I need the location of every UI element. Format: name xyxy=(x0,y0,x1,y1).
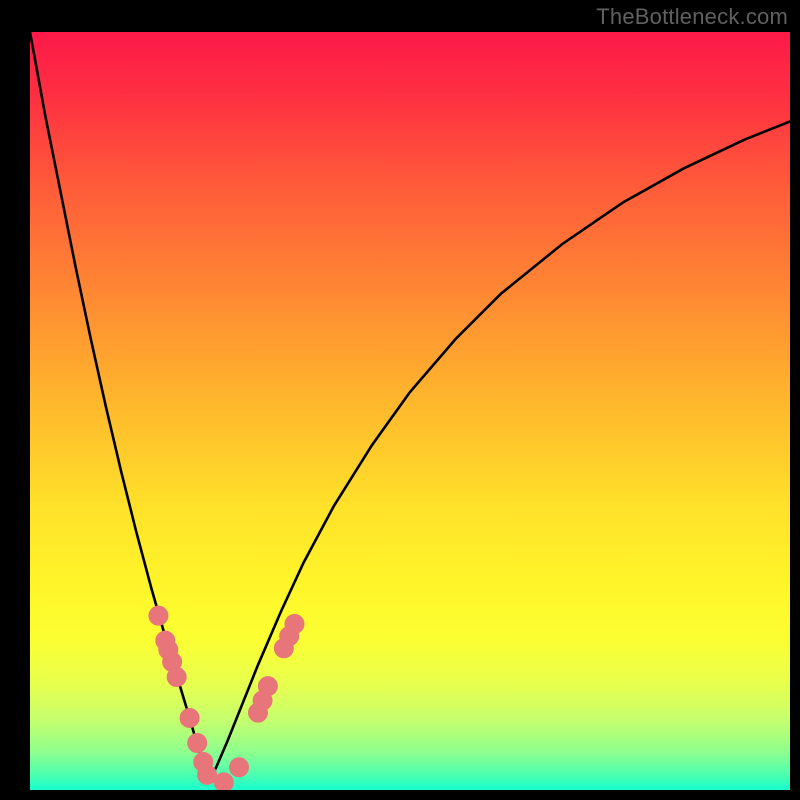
plot-area xyxy=(30,32,790,790)
data-dot xyxy=(274,639,293,658)
bottleneck-chart: TheBottleneck.com xyxy=(0,0,800,800)
data-dot xyxy=(280,627,299,646)
data-dot xyxy=(258,677,277,696)
data-dot xyxy=(180,708,199,727)
data-dot xyxy=(163,652,182,671)
data-dot xyxy=(156,631,175,650)
data-dot xyxy=(230,758,249,777)
data-dot xyxy=(214,773,233,790)
data-dot xyxy=(167,668,186,687)
data-dot xyxy=(159,640,178,659)
data-dot xyxy=(149,606,168,625)
data-dot xyxy=(198,765,217,784)
data-dot xyxy=(194,752,213,771)
watermark-text: TheBottleneck.com xyxy=(596,4,788,30)
curve-left xyxy=(30,32,209,782)
curve-layer xyxy=(30,32,790,790)
data-dot xyxy=(249,703,268,722)
curve-right xyxy=(209,121,790,782)
data-dot xyxy=(285,615,304,634)
data-dot xyxy=(188,734,207,753)
data-dot xyxy=(253,691,272,710)
